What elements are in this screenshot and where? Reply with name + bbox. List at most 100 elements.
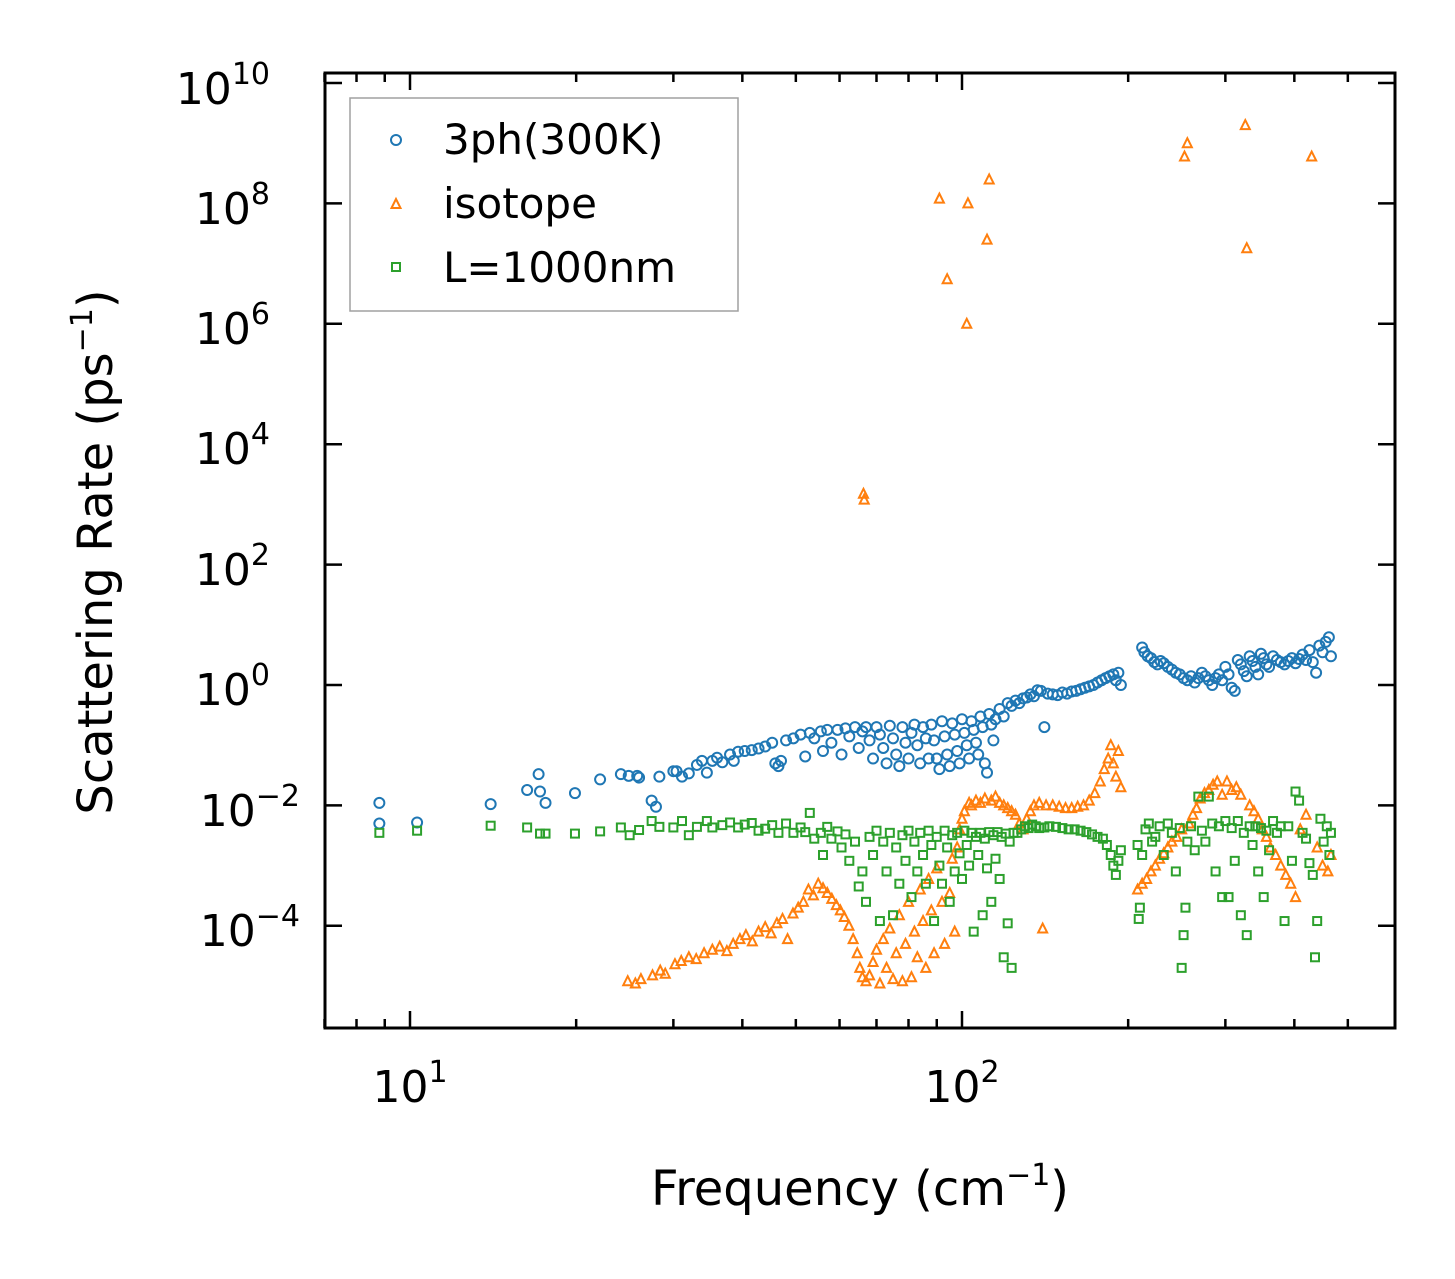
3ph-300k-point [936,715,949,728]
l-1000nm-point [1304,858,1315,869]
isotope-point [739,927,753,941]
l-1000nm-point [1210,866,1221,877]
l-1000nm-point [994,873,1005,884]
3ph-300k-point [953,757,966,770]
l-1000nm-point [982,863,993,874]
3ph-300k-point [568,787,581,800]
l-1000nm-point [624,830,635,841]
3ph-300k-point [930,752,943,765]
l-1000nm-point [1226,823,1237,834]
3ph-300k-point [1173,668,1186,681]
isotope-point [1024,803,1037,817]
isotope-point [1114,780,1127,793]
isotope-point [961,196,975,209]
isotope-point [933,191,946,204]
isotope-point [1104,737,1117,751]
l-1000nm-point [1264,845,1275,856]
isotope-point [943,885,956,899]
l-1000nm-point [1081,827,1092,838]
3ph-300k-point [956,713,968,726]
l-1000nm-point [1258,892,1269,903]
l-1000nm-point [1189,845,1200,856]
l-1000nm-point [990,853,1001,864]
l-1000nm-point [767,820,778,831]
isotope-point [1181,135,1194,149]
3ph-300k-point [1206,679,1219,691]
l-1000nm-point [1294,795,1305,806]
l-1000nm-point [1196,825,1207,836]
l-1000nm-point [1207,818,1218,829]
l-1000nm-point [615,822,626,833]
l-1000nm-point [1229,855,1240,866]
3ph-300k-point [1185,670,1198,683]
isotope-point [621,973,634,987]
legend-marker-3ph [390,134,402,146]
l-1000nm-point [1182,836,1193,847]
isotope-point [816,881,830,894]
3ph-300k-point [752,742,765,755]
isotope-point [958,803,971,817]
3ph-300k-point [814,725,827,738]
l-1000nm-point [1087,829,1098,840]
isotope-point [916,913,930,927]
isotope-point [1216,787,1229,800]
isotope-point [922,871,935,884]
l-1000nm-point [881,866,892,877]
3ph-300k-point [676,770,689,783]
l-1000nm-point [800,827,811,838]
l-1000nm-point [937,878,948,889]
l-1000nm-point [1301,833,1312,844]
3ph-300k-point [373,817,386,830]
l-1000nm-point [1290,786,1301,797]
3ph-300k-point [1195,666,1208,679]
l-1000nm-point [654,821,665,832]
l-1000nm-point [595,826,606,837]
isotope-point [896,973,909,987]
l-1000nm-point [1113,855,1124,866]
3ph-300k-point [890,748,903,761]
y-tick-label-1e8: 108 [195,177,270,235]
l-1000nm-point [1193,791,1204,802]
l-1000nm-point [871,825,882,836]
plot-frame [323,71,1397,1030]
l-1000nm-point [918,849,929,860]
isotope-point [1140,871,1153,884]
l-1000nm-point [1268,816,1279,827]
3ph-300k-point [1219,660,1232,673]
isotope-point [1046,798,1059,811]
isotope-point [634,971,648,985]
l-1000nm-point [1318,836,1329,847]
3ph-300k-point [484,798,497,811]
x-tick-label-1e1: 101 [372,1055,447,1113]
isotope-point [659,966,672,979]
3ph-300k-point [925,718,938,731]
l-1000nm-point [844,855,855,866]
3ph-300k-point [780,734,793,747]
3ph-300k-point [1222,668,1235,681]
l-1000nm-point [683,830,694,841]
l-1000nm-point [540,828,551,839]
isotope-point [1149,858,1162,871]
isotope-point [927,946,941,959]
isotope-point [856,969,869,983]
isotope-point [759,919,772,933]
l-1000nm-point [977,910,988,921]
l-1000nm-point [1283,821,1294,832]
l-1000nm-point [1034,823,1045,834]
3ph-300k-point [724,748,737,761]
l-1000nm-point [522,822,533,833]
3ph-300k-point [883,719,896,732]
3ph-300k-point [969,736,982,749]
isotope-point [938,936,951,949]
3ph-300k-point [1225,681,1238,694]
3ph-300k-point [917,721,930,734]
l-1000nm-point [931,831,942,842]
isotope-point [786,906,800,919]
l-1000nm-point [1137,849,1148,860]
l-1000nm-point [973,849,984,860]
isotope-point [960,316,973,329]
l-1000nm-point [1315,813,1326,824]
3ph-300k-point [716,756,729,769]
3ph-300k-point [1252,668,1265,681]
l-1000nm-point [1132,839,1143,850]
